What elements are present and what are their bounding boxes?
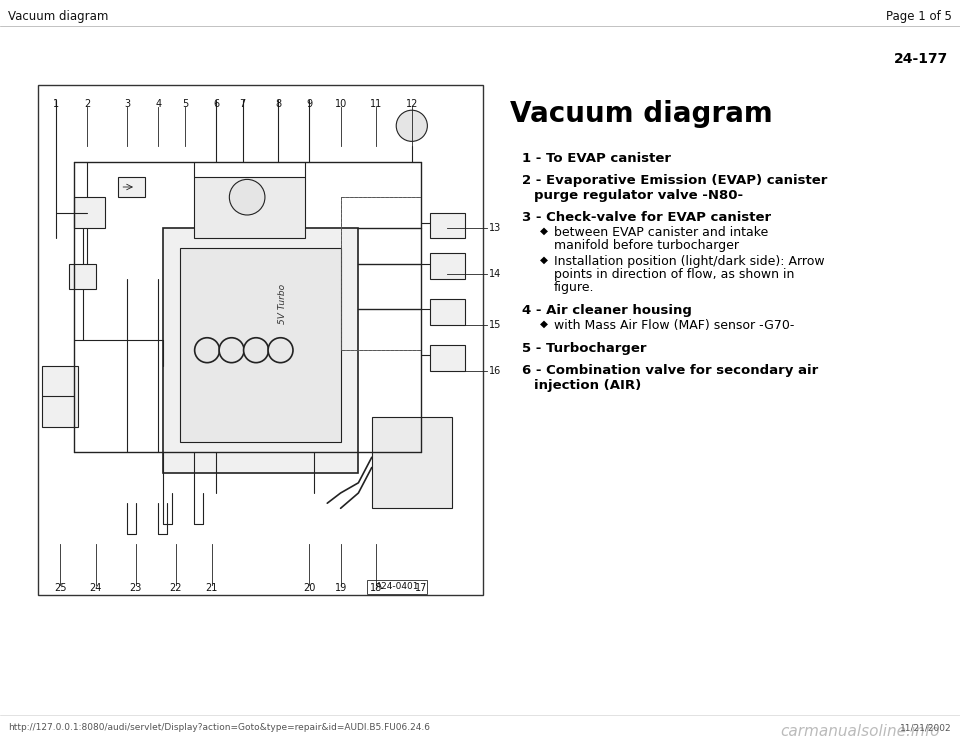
Text: Vacuum diagram: Vacuum diagram — [510, 100, 773, 128]
Bar — [341, 197, 420, 350]
Text: 19: 19 — [334, 583, 347, 593]
Bar — [42, 366, 78, 427]
Text: Installation position (light/dark side): Arrow: Installation position (light/dark side):… — [554, 255, 825, 268]
Bar — [194, 177, 305, 238]
Text: 11/21/2002: 11/21/2002 — [900, 723, 952, 732]
Text: A24-0401: A24-0401 — [375, 582, 420, 591]
Text: 20: 20 — [303, 583, 316, 593]
Circle shape — [219, 338, 244, 363]
Text: ◆: ◆ — [540, 226, 548, 236]
Text: 23: 23 — [130, 583, 142, 593]
Bar — [118, 177, 145, 197]
Text: 7: 7 — [240, 99, 246, 109]
Bar — [368, 580, 427, 594]
Circle shape — [268, 338, 293, 363]
Text: 16: 16 — [489, 366, 501, 375]
Text: 25: 25 — [54, 583, 66, 593]
Text: 21: 21 — [205, 583, 218, 593]
Text: injection (AIR): injection (AIR) — [534, 379, 641, 392]
Text: 9: 9 — [306, 99, 313, 109]
Text: 5: 5 — [181, 99, 188, 109]
Text: 6 - Combination valve for secondary air: 6 - Combination valve for secondary air — [522, 364, 818, 377]
Text: 11: 11 — [370, 99, 382, 109]
Bar — [162, 228, 358, 473]
Text: 17: 17 — [415, 583, 427, 593]
Text: 22: 22 — [170, 583, 182, 593]
Text: 2: 2 — [84, 99, 90, 109]
Text: 5 - Turbocharger: 5 - Turbocharger — [522, 342, 646, 355]
Text: purge regulator valve -N80-: purge regulator valve -N80- — [534, 189, 743, 202]
Text: 15: 15 — [489, 320, 501, 329]
Bar — [69, 263, 96, 289]
Text: 14: 14 — [489, 269, 501, 279]
Bar — [430, 253, 466, 279]
Bar — [341, 197, 420, 350]
Text: 4 - Air cleaner housing: 4 - Air cleaner housing — [522, 304, 692, 317]
Text: 3 - Check-valve for EVAP canister: 3 - Check-valve for EVAP canister — [522, 211, 771, 224]
Text: 1: 1 — [53, 99, 59, 109]
Text: 24-177: 24-177 — [894, 52, 948, 66]
Text: http://127.0.0.1:8080/audi/servlet/Display?action=Goto&type=repair&id=AUDI.B5.FU: http://127.0.0.1:8080/audi/servlet/Displ… — [8, 723, 430, 732]
Text: 8: 8 — [276, 99, 281, 109]
Circle shape — [244, 338, 269, 363]
Text: figure.: figure. — [554, 281, 594, 294]
Text: carmanualsoline.info: carmanualsoline.info — [780, 724, 940, 740]
Text: 5V Turbo: 5V Turbo — [278, 284, 287, 324]
Bar — [372, 416, 452, 508]
Text: 1 - To EVAP canister: 1 - To EVAP canister — [522, 152, 671, 165]
Text: 3: 3 — [124, 99, 130, 109]
Text: 13: 13 — [489, 223, 501, 233]
Text: 6: 6 — [213, 99, 219, 109]
Text: manifold before turbocharger: manifold before turbocharger — [554, 239, 739, 252]
Text: 10: 10 — [334, 99, 347, 109]
Circle shape — [396, 111, 427, 142]
Text: between EVAP canister and intake: between EVAP canister and intake — [554, 226, 768, 239]
Text: points in direction of flow, as shown in: points in direction of flow, as shown in — [554, 268, 794, 281]
Circle shape — [195, 338, 220, 363]
Bar — [430, 299, 466, 325]
Text: ◆: ◆ — [540, 255, 548, 265]
Text: 2 - Evaporative Emission (EVAP) canister: 2 - Evaporative Emission (EVAP) canister — [522, 174, 828, 187]
Text: with Mass Air Flow (MAF) sensor -G70-: with Mass Air Flow (MAF) sensor -G70- — [554, 319, 794, 332]
Text: Vacuum diagram: Vacuum diagram — [8, 10, 108, 23]
Text: 12: 12 — [406, 99, 418, 109]
Circle shape — [229, 180, 265, 215]
Text: 18: 18 — [370, 583, 382, 593]
Text: Page 1 of 5: Page 1 of 5 — [886, 10, 952, 23]
Bar — [38, 85, 483, 595]
Bar — [180, 249, 341, 442]
Text: ◆: ◆ — [540, 319, 548, 329]
Bar — [430, 345, 466, 370]
Bar — [430, 212, 466, 238]
Text: 24: 24 — [89, 583, 102, 593]
Text: 4: 4 — [156, 99, 161, 109]
Bar — [74, 197, 105, 228]
